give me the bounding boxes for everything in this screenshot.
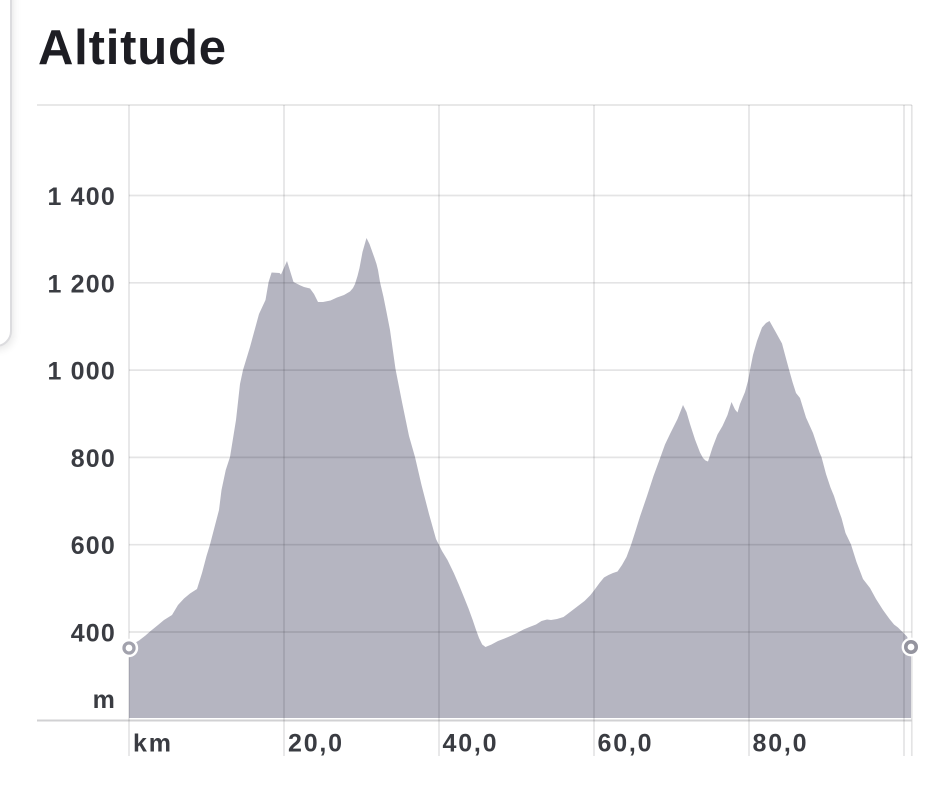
svg-text:20,0: 20,0 (288, 730, 344, 758)
svg-text:1 000: 1 000 (47, 358, 116, 386)
svg-text:km: km (133, 730, 173, 758)
svg-text:800: 800 (71, 445, 116, 473)
svg-text:1 200: 1 200 (47, 270, 116, 298)
svg-text:600: 600 (71, 532, 116, 560)
svg-text:400: 400 (71, 620, 116, 648)
svg-text:m: m (93, 686, 116, 714)
svg-text:40,0: 40,0 (443, 730, 499, 758)
svg-text:60,0: 60,0 (598, 730, 654, 758)
svg-text:1 400: 1 400 (47, 183, 116, 211)
svg-text:80,0: 80,0 (753, 730, 809, 758)
